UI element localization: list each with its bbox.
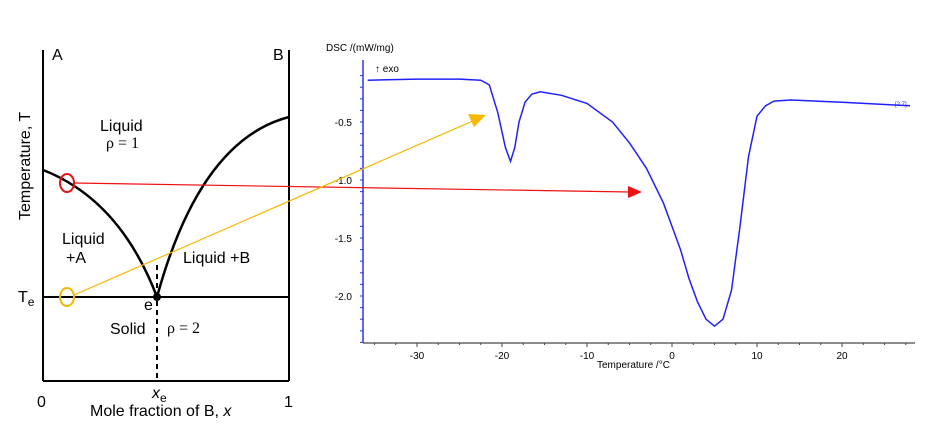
dsc-curve [367, 78, 911, 328]
label-b: B [273, 47, 284, 64]
x0-label: 0 [37, 394, 46, 411]
solid-label: Solid [110, 321, 146, 338]
eutectic-label: e [144, 297, 153, 314]
liquid-a-label1: Liquid [62, 231, 105, 248]
rho1-label: ρ = 1 [106, 135, 139, 152]
liquid-b-label: Liquid +B [183, 250, 250, 267]
liquid-a-label2: +A [66, 250, 86, 267]
phase-diagram: A B Temperature, T Liquid ρ = 1 Liquid +… [17, 47, 293, 420]
rho2-label: ρ = 2 [167, 320, 200, 337]
x-tick-label: -30 [410, 351, 425, 362]
x-tick-label: -10 [580, 351, 595, 362]
xe-label: xe [151, 385, 167, 405]
x-tick-label: 10 [751, 351, 763, 362]
label-a: A [52, 47, 63, 64]
yellow-arrow-line [73, 119, 476, 296]
eutectic-point [153, 293, 161, 301]
dsc-chart: DSC /(mW/mg) ↑ exo Temperature /°C [2.7]… [326, 43, 915, 371]
yellow-marker [59, 287, 75, 307]
x-tick-label: 0 [669, 351, 675, 362]
red-arrowhead [628, 186, 642, 198]
red-marker [59, 173, 75, 193]
y-tick-label: -0.5 [335, 118, 353, 129]
red-arrow-line [73, 182, 631, 193]
x-tick-label: -20 [495, 351, 510, 362]
exo-annotation: ↑ exo [375, 64, 399, 75]
x-axis-title: Temperature /°C [597, 360, 670, 371]
y-axis-title: DSC /(mW/mg) [326, 43, 394, 54]
y-axis-label: Temperature, T [17, 112, 34, 220]
te-label: Te [18, 289, 35, 309]
yellow-arrowhead [468, 114, 486, 127]
liquid-label: Liquid [100, 118, 143, 135]
arrows [59, 114, 642, 307]
y-tick-label: -1.5 [335, 234, 353, 245]
x1-label: 1 [284, 394, 293, 411]
y-tick-label: -2.0 [335, 292, 353, 303]
x-tick-label: 20 [836, 351, 848, 362]
y-tick-label: -1.0 [335, 176, 353, 187]
liquidus-b [155, 115, 290, 298]
x-axis-label: Mole fraction of B, x [90, 403, 232, 420]
